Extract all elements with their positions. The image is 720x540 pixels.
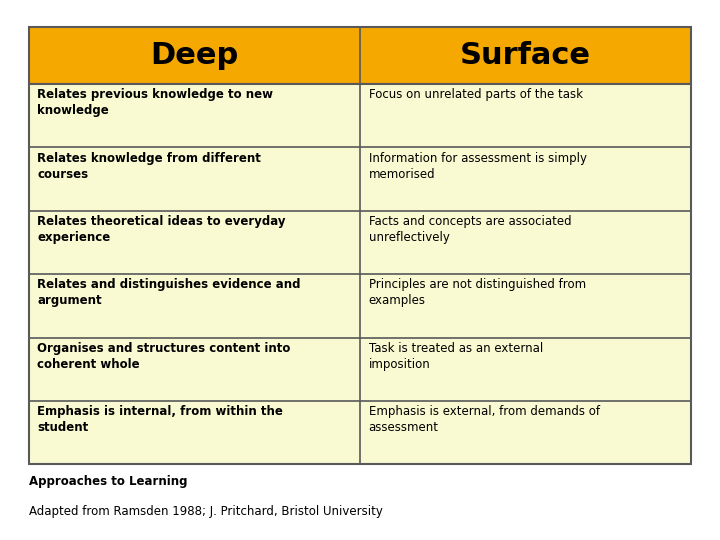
Text: Relates and distinguishes evidence and
argument: Relates and distinguishes evidence and a… bbox=[37, 279, 301, 307]
Text: Information for assessment is simply
memorised: Information for assessment is simply mem… bbox=[369, 152, 587, 180]
Text: Surface: Surface bbox=[460, 41, 591, 70]
Text: Approaches to Learning: Approaches to Learning bbox=[29, 475, 187, 488]
Text: Emphasis is external, from demands of
assessment: Emphasis is external, from demands of as… bbox=[369, 406, 600, 434]
Text: Relates previous knowledge to new
knowledge: Relates previous knowledge to new knowle… bbox=[37, 88, 274, 117]
Text: Principles are not distinguished from
examples: Principles are not distinguished from ex… bbox=[369, 279, 586, 307]
Text: Focus on unrelated parts of the task: Focus on unrelated parts of the task bbox=[369, 88, 582, 101]
Text: Task is treated as an external
imposition: Task is treated as an external impositio… bbox=[369, 342, 543, 371]
Text: Emphasis is internal, from within the
student: Emphasis is internal, from within the st… bbox=[37, 406, 283, 434]
Text: Relates theoretical ideas to everyday
experience: Relates theoretical ideas to everyday ex… bbox=[37, 215, 286, 244]
Text: Adapted from Ramsden 1988; J. Pritchard, Bristol University: Adapted from Ramsden 1988; J. Pritchard,… bbox=[29, 505, 382, 518]
Text: Facts and concepts are associated
unreflectively: Facts and concepts are associated unrefl… bbox=[369, 215, 571, 244]
Bar bbox=[29, 84, 691, 464]
Text: Relates knowledge from different
courses: Relates knowledge from different courses bbox=[37, 152, 261, 180]
Bar bbox=[29, 27, 691, 84]
Text: Organises and structures content into
coherent whole: Organises and structures content into co… bbox=[37, 342, 291, 371]
Text: Deep: Deep bbox=[150, 41, 238, 70]
